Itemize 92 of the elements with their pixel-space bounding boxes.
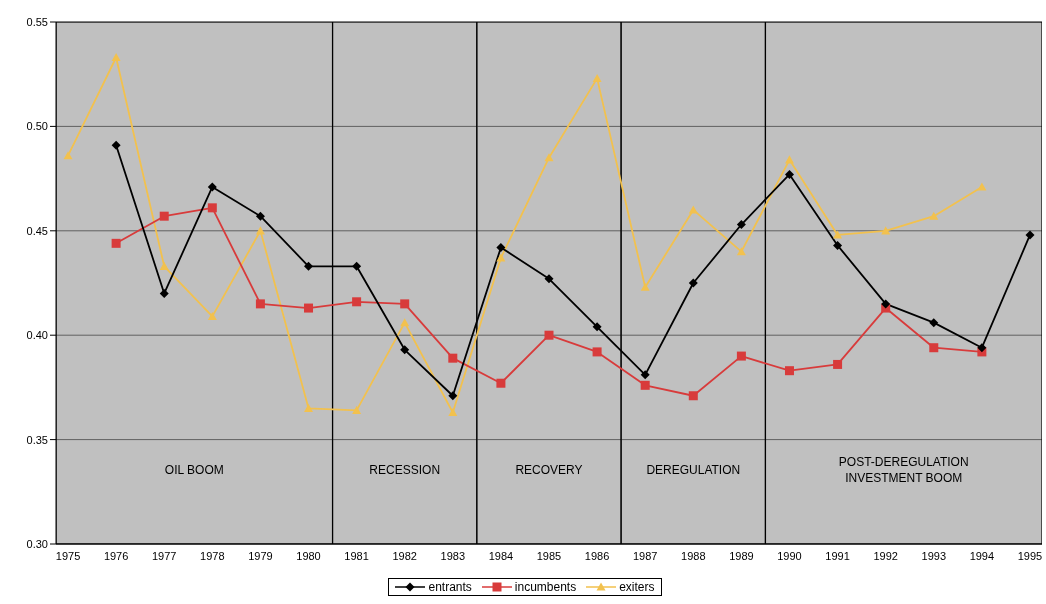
- x-tick-label: 1982: [392, 549, 417, 562]
- x-tick-label: 1991: [825, 549, 850, 562]
- point: [304, 261, 314, 271]
- x-tick-label: 1988: [681, 549, 706, 562]
- point: [784, 169, 794, 179]
- point: [255, 211, 265, 221]
- y-tick-label: 0.30: [26, 537, 48, 550]
- x-tick-label: 1990: [777, 549, 802, 562]
- point: [159, 211, 169, 221]
- point: [881, 299, 891, 309]
- point: [977, 182, 987, 191]
- point: [63, 151, 73, 160]
- point: [207, 203, 217, 213]
- x-tick-label: 1983: [440, 549, 466, 562]
- point: [400, 318, 410, 327]
- band-label: OIL BOOM: [164, 463, 224, 477]
- legend-label: entrants: [427, 580, 472, 594]
- x-tick-label: 1977: [151, 549, 177, 562]
- point: [255, 299, 265, 309]
- y-tick-label: 0.45: [26, 224, 48, 237]
- point: [640, 380, 650, 390]
- band-label: RECESSION: [369, 463, 441, 477]
- point: [592, 322, 602, 332]
- band-label: RECOVERY: [515, 463, 583, 477]
- point: [255, 226, 265, 235]
- point: [592, 347, 602, 357]
- point: [784, 366, 794, 376]
- point: [736, 247, 746, 256]
- x-tick-label: 1978: [200, 549, 225, 562]
- x-tick-label: 1980: [296, 549, 321, 562]
- point: [833, 359, 843, 369]
- point: [977, 343, 987, 353]
- y-tick-label: 0.35: [26, 433, 48, 446]
- point: [111, 140, 121, 150]
- point: [881, 226, 891, 235]
- x-tick-label: 1979: [248, 549, 273, 562]
- x-tick-label: 1976: [103, 549, 129, 562]
- point: [159, 261, 169, 270]
- x-tick-label: 1992: [873, 549, 898, 562]
- point: [448, 391, 458, 401]
- y-tick-label: 0.40: [26, 329, 48, 342]
- point: [496, 378, 506, 388]
- point: [1025, 230, 1035, 240]
- point: [929, 211, 939, 220]
- point: [592, 73, 602, 82]
- point: [544, 330, 554, 340]
- point: [448, 353, 458, 363]
- x-tick-label: 1981: [344, 549, 369, 562]
- point: [736, 220, 746, 230]
- point: [352, 405, 362, 414]
- x-tick-label: 1986: [584, 549, 610, 562]
- point: [496, 253, 506, 262]
- point: [736, 351, 746, 361]
- point: [688, 278, 698, 288]
- band-label: DEREGULATION: [646, 463, 741, 477]
- point: [833, 230, 843, 239]
- point: [496, 243, 506, 252]
- point: [784, 155, 794, 164]
- point: [111, 53, 121, 62]
- x-tick-label: 1995: [1017, 549, 1043, 562]
- point: [207, 182, 217, 192]
- x-tick-label: 1984: [488, 549, 514, 562]
- point: [929, 318, 939, 328]
- point: [448, 407, 458, 417]
- point: [304, 303, 314, 313]
- point: [111, 238, 121, 248]
- legend-label: incumbents: [513, 580, 577, 594]
- x-tick-label: 1993: [921, 549, 947, 562]
- x-tick-label: 1987: [632, 549, 658, 562]
- legend-label: exiters: [618, 580, 655, 594]
- point: [833, 240, 843, 250]
- point: [400, 345, 410, 355]
- point: [929, 343, 939, 353]
- y-tick-label: 0.50: [26, 120, 48, 133]
- y-tick-label: 0.55: [26, 15, 48, 28]
- band-label: POST-DEREGULATION INVESTMENT BOOM: [838, 455, 969, 485]
- point: [688, 391, 698, 401]
- x-tick-label: 1989: [729, 549, 754, 562]
- point: [207, 311, 217, 321]
- point: [352, 297, 362, 307]
- point: [352, 261, 362, 271]
- point: [304, 403, 314, 412]
- point: [640, 282, 650, 291]
- point: [544, 153, 554, 162]
- x-tick-label: 1994: [969, 549, 995, 562]
- x-tick-label: 1985: [536, 549, 562, 562]
- x-tick-label: 1975: [55, 549, 81, 562]
- point: [688, 205, 698, 214]
- point: [159, 288, 169, 298]
- point: [544, 274, 554, 284]
- point: [400, 299, 410, 309]
- point: [640, 370, 650, 380]
